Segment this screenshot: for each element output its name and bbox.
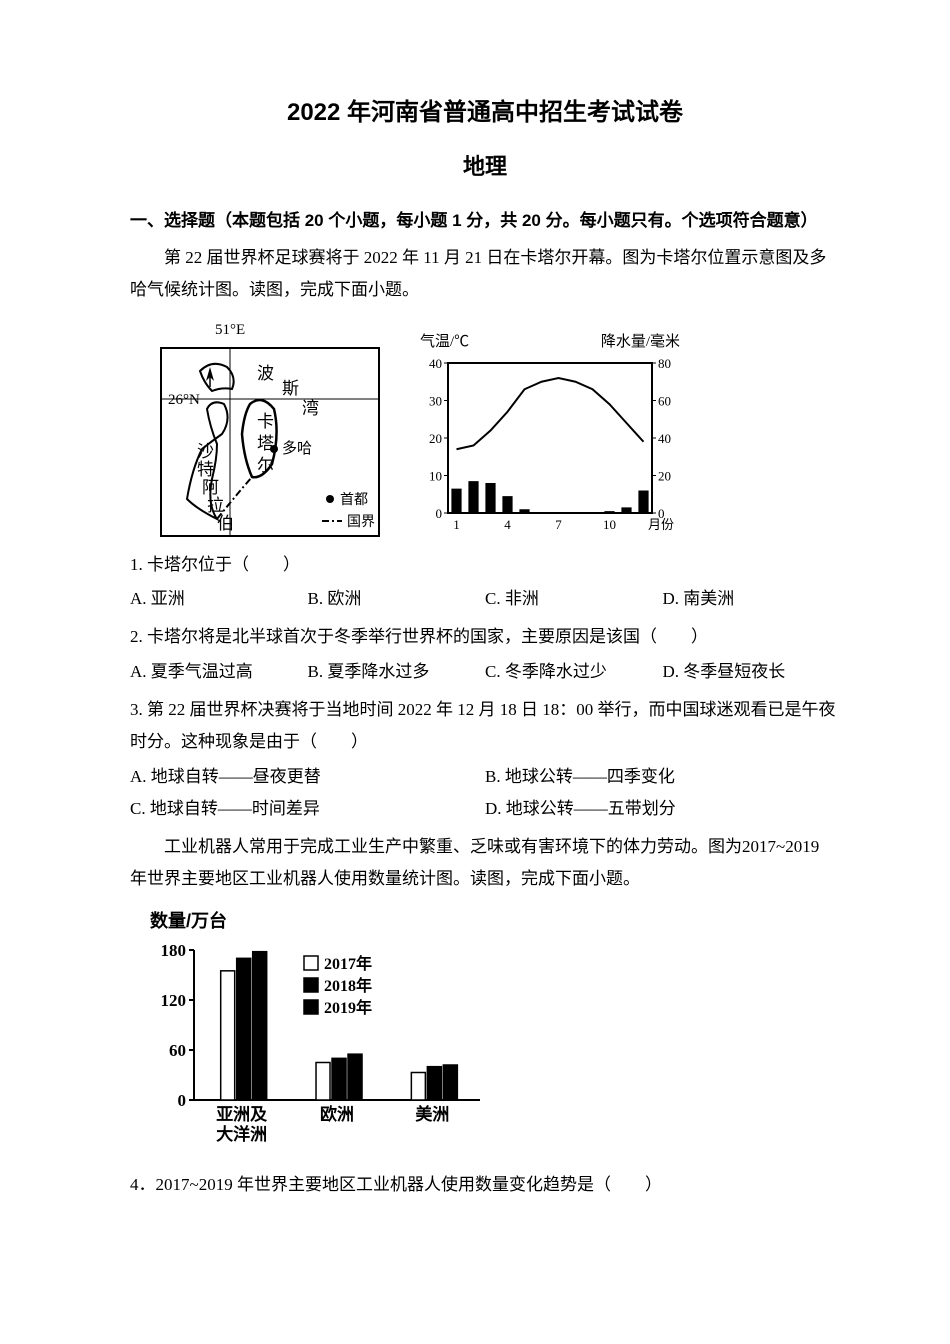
svg-text:波: 波 bbox=[257, 364, 274, 383]
q3-opt-d[interactable]: D. 地球公转——五带划分 bbox=[485, 793, 840, 825]
svg-text:40: 40 bbox=[658, 431, 671, 446]
passage-1: 第 22 届世界杯足球赛将于 2022 年 11 月 21 日在卡塔尔开幕。图为… bbox=[130, 242, 840, 307]
svg-text:0: 0 bbox=[178, 1091, 187, 1110]
climate-chart: 气温/℃ 降水量/毫米 01020304002040608014710月份 bbox=[420, 328, 680, 537]
q2-options: A. 夏季气温过高 B. 夏季降水过多 C. 冬季降水过少 D. 冬季昼短夜长 bbox=[130, 656, 840, 688]
svg-text:2019年: 2019年 bbox=[324, 998, 372, 1017]
svg-text:卡: 卡 bbox=[257, 412, 274, 431]
svg-text:斯: 斯 bbox=[282, 379, 299, 398]
svg-text:20: 20 bbox=[429, 431, 442, 446]
svg-text:40: 40 bbox=[429, 357, 442, 371]
q2-opt-d[interactable]: D. 冬季昼短夜长 bbox=[663, 656, 841, 688]
q2-stem: 2. 卡塔尔将是北半球首次于冬季举行世界杯的国家，主要原因是该国（ ） bbox=[130, 621, 840, 653]
svg-text:美洲: 美洲 bbox=[415, 1104, 449, 1124]
svg-text:20: 20 bbox=[658, 468, 671, 483]
svg-text:湾: 湾 bbox=[302, 399, 319, 418]
figure-row-1: 51°E 26°N 波 斯 湾 卡 塔 尔 多哈 bbox=[160, 316, 840, 537]
svg-text:亚洲及: 亚洲及 bbox=[216, 1105, 268, 1124]
robot-y-title: 数量/万台 bbox=[150, 904, 840, 938]
robot-svg: 0 60 120 180 亚洲及大洋洲 欧洲 美洲 2017年 2018年 2019年 bbox=[150, 940, 490, 1150]
q3-opt-a[interactable]: A. 地球自转——昼夜更替 bbox=[130, 761, 485, 793]
q2-opt-b[interactable]: B. 夏季降水过多 bbox=[308, 656, 486, 688]
svg-text:大洋洲: 大洋洲 bbox=[216, 1124, 267, 1144]
svg-text:2018年: 2018年 bbox=[324, 976, 372, 995]
svg-text:多哈: 多哈 bbox=[282, 440, 312, 457]
svg-text:沙: 沙 bbox=[197, 442, 214, 461]
svg-text:0: 0 bbox=[436, 506, 443, 521]
robot-chart: 数量/万台 0 60 120 180 亚洲及大洋洲 欧洲 美洲 2017年 2018年 2019年 bbox=[150, 904, 840, 1161]
map-lon-label: 51°E bbox=[215, 316, 245, 345]
q1-options: A. 亚洲 B. 欧洲 C. 非洲 D. 南美洲 bbox=[130, 583, 840, 615]
q3-opt-c[interactable]: C. 地球自转——时间差异 bbox=[130, 793, 485, 825]
climate-right-axis-label: 降水量/毫米 bbox=[601, 328, 680, 357]
q1-opt-d[interactable]: D. 南美洲 bbox=[663, 583, 841, 615]
title-sub: 地理 bbox=[130, 146, 840, 188]
q4-stem: 4．2017~2019 年世界主要地区工业机器人使用数量变化趋势是（ ） bbox=[130, 1169, 840, 1201]
passage-2: 工业机器人常用于完成工业生产中繁重、乏味或有害环境下的体力劳动。图为2017~2… bbox=[130, 831, 840, 896]
q2-opt-a[interactable]: A. 夏季气温过高 bbox=[130, 656, 308, 688]
q2-opt-c[interactable]: C. 冬季降水过少 bbox=[485, 656, 663, 688]
map-lat-label: 26°N bbox=[168, 392, 200, 408]
svg-text:国界: 国界 bbox=[347, 515, 375, 530]
svg-text:首都: 首都 bbox=[340, 492, 368, 508]
svg-text:60: 60 bbox=[169, 1041, 186, 1060]
q1-opt-b[interactable]: B. 欧洲 bbox=[308, 583, 486, 615]
q1-stem: 1. 卡塔尔位于（ ） bbox=[130, 549, 840, 581]
q3-options: A. 地球自转——昼夜更替 B. 地球公转——四季变化 C. 地球自转——时间差… bbox=[130, 761, 840, 826]
climate-left-axis-label: 气温/℃ bbox=[420, 328, 469, 357]
svg-text:10: 10 bbox=[429, 468, 442, 483]
section-header: 一、选择题（本题包括 20 个小题，每小题 1 分，共 20 分。每小题只有。个… bbox=[130, 205, 840, 237]
svg-text:尔: 尔 bbox=[257, 456, 274, 475]
svg-text:60: 60 bbox=[658, 393, 671, 408]
svg-text:特: 特 bbox=[197, 460, 214, 479]
svg-text:4: 4 bbox=[504, 517, 511, 532]
svg-text:2017年: 2017年 bbox=[324, 954, 372, 973]
q3-opt-b[interactable]: B. 地球公转——四季变化 bbox=[485, 761, 840, 793]
svg-text:阿: 阿 bbox=[202, 478, 219, 497]
climate-svg: 01020304002040608014710月份 bbox=[420, 357, 680, 537]
svg-text:月份: 月份 bbox=[648, 517, 674, 532]
svg-text:10: 10 bbox=[603, 517, 616, 532]
svg-text:30: 30 bbox=[429, 393, 442, 408]
q1-opt-c[interactable]: C. 非洲 bbox=[485, 583, 663, 615]
map-svg: 26°N 波 斯 湾 卡 塔 尔 多哈 沙 特 阿 bbox=[160, 347, 380, 537]
svg-text:120: 120 bbox=[161, 991, 187, 1010]
qatar-map: 51°E 26°N 波 斯 湾 卡 塔 尔 多哈 bbox=[160, 316, 380, 537]
svg-text:180: 180 bbox=[161, 941, 187, 960]
svg-text:欧洲: 欧洲 bbox=[320, 1104, 354, 1124]
q3-stem: 3. 第 22 届世界杯决赛将于当地时间 2022 年 12 月 18 日 18… bbox=[130, 694, 840, 759]
svg-text:拉: 拉 bbox=[207, 496, 224, 515]
title-main: 2022 年河南省普通高中招生考试试卷 bbox=[130, 90, 840, 136]
svg-text:7: 7 bbox=[555, 517, 562, 532]
q1-opt-a[interactable]: A. 亚洲 bbox=[130, 583, 308, 615]
svg-text:伯: 伯 bbox=[217, 514, 234, 533]
svg-text:塔: 塔 bbox=[257, 434, 274, 453]
svg-text:1: 1 bbox=[453, 517, 460, 532]
svg-text:80: 80 bbox=[658, 357, 671, 371]
